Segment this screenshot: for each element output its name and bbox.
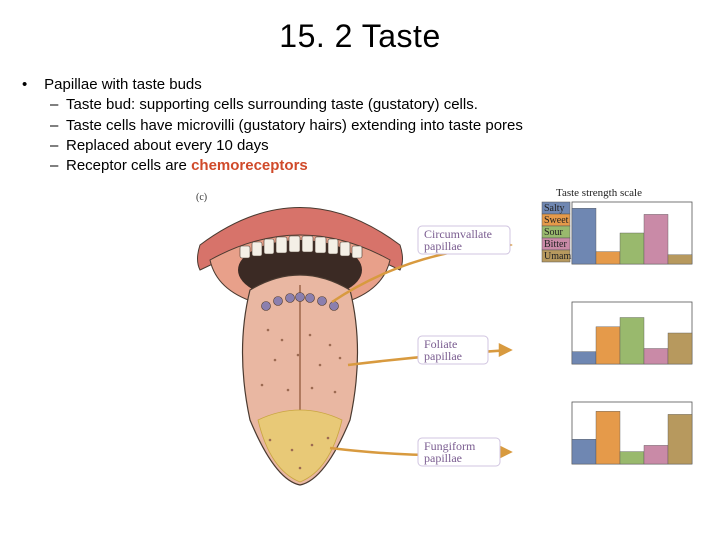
bar-0-sweet (596, 252, 620, 264)
sub-list: Taste bud: supporting cells surrounding … (40, 95, 700, 176)
legend-label-umami: Umami (544, 251, 574, 262)
bar-1-sweet (596, 327, 620, 364)
legend-label-sweet: Sweet (544, 215, 569, 226)
figure-svg: (c) (0, 188, 720, 498)
bar-1-salty (572, 352, 596, 364)
sub-text-1: Taste cells have microvilli (gustatory h… (66, 117, 523, 134)
taste-legend: SaltySweetSourBitterUmami (542, 202, 574, 262)
bar-2-salty (572, 439, 596, 464)
bar-2-sweet (596, 412, 620, 465)
content-block: Papillae with taste buds Taste bud: supp… (0, 75, 720, 176)
figure-caption: (c) (196, 192, 207, 203)
sub-text-0: Taste bud: supporting cells surrounding … (66, 96, 478, 113)
sub-item-1: Taste cells have microvilli (gustatory h… (66, 116, 700, 136)
bar-2-umami (668, 415, 692, 465)
scale-and-charts: Taste strength scale SaltySweetSourBitte… (542, 188, 692, 464)
bar-1-sour (620, 318, 644, 365)
legend-label-bitter: Bitter (544, 239, 567, 250)
scale-title: Taste strength scale (556, 188, 642, 199)
bar-1-bitter (644, 349, 668, 365)
legend-label-sour: Sour (544, 227, 564, 238)
sub-text-2: Replaced about every 10 days (66, 137, 269, 154)
bar-0-bitter (644, 215, 668, 265)
sub-item-2: Replaced about every 10 days (66, 136, 700, 156)
fungiform-region (258, 410, 342, 482)
bullet-main: Papillae with taste buds (40, 75, 700, 95)
taste-chart-1 (572, 302, 692, 364)
sub-item-0: Taste bud: supporting cells surrounding … (66, 95, 700, 115)
sub-text-3: Receptor cells are (66, 157, 191, 174)
highlight-word: chemoreceptors (191, 157, 308, 174)
label-foliate-1: Foliatepapillae (424, 337, 462, 363)
taste-chart-2 (572, 402, 692, 464)
bar-0-salty (572, 208, 596, 264)
figure-area: (c) (0, 188, 720, 498)
bar-1-umami (668, 333, 692, 364)
slide-title: 15. 2 Taste (0, 18, 720, 55)
bar-2-bitter (644, 446, 668, 465)
bullet-main-text: Papillae with taste buds (44, 76, 202, 93)
taste-charts (572, 202, 692, 464)
taste-chart-0 (572, 202, 692, 264)
bar-0-umami (668, 255, 692, 264)
sub-item-3: Receptor cells are chemoreceptors (66, 156, 700, 176)
bar-0-sour (620, 233, 644, 264)
legend-label-salty: Salty (544, 203, 565, 214)
slide: 15. 2 Taste Papillae with taste buds Tas… (0, 0, 720, 540)
mouth-diagram: Circumvallatepapillae Foliatepapillae Fu… (198, 208, 511, 486)
papillae-labels: Circumvallatepapillae Foliatepapillae Fu… (418, 226, 510, 466)
bar-2-sour (620, 452, 644, 464)
